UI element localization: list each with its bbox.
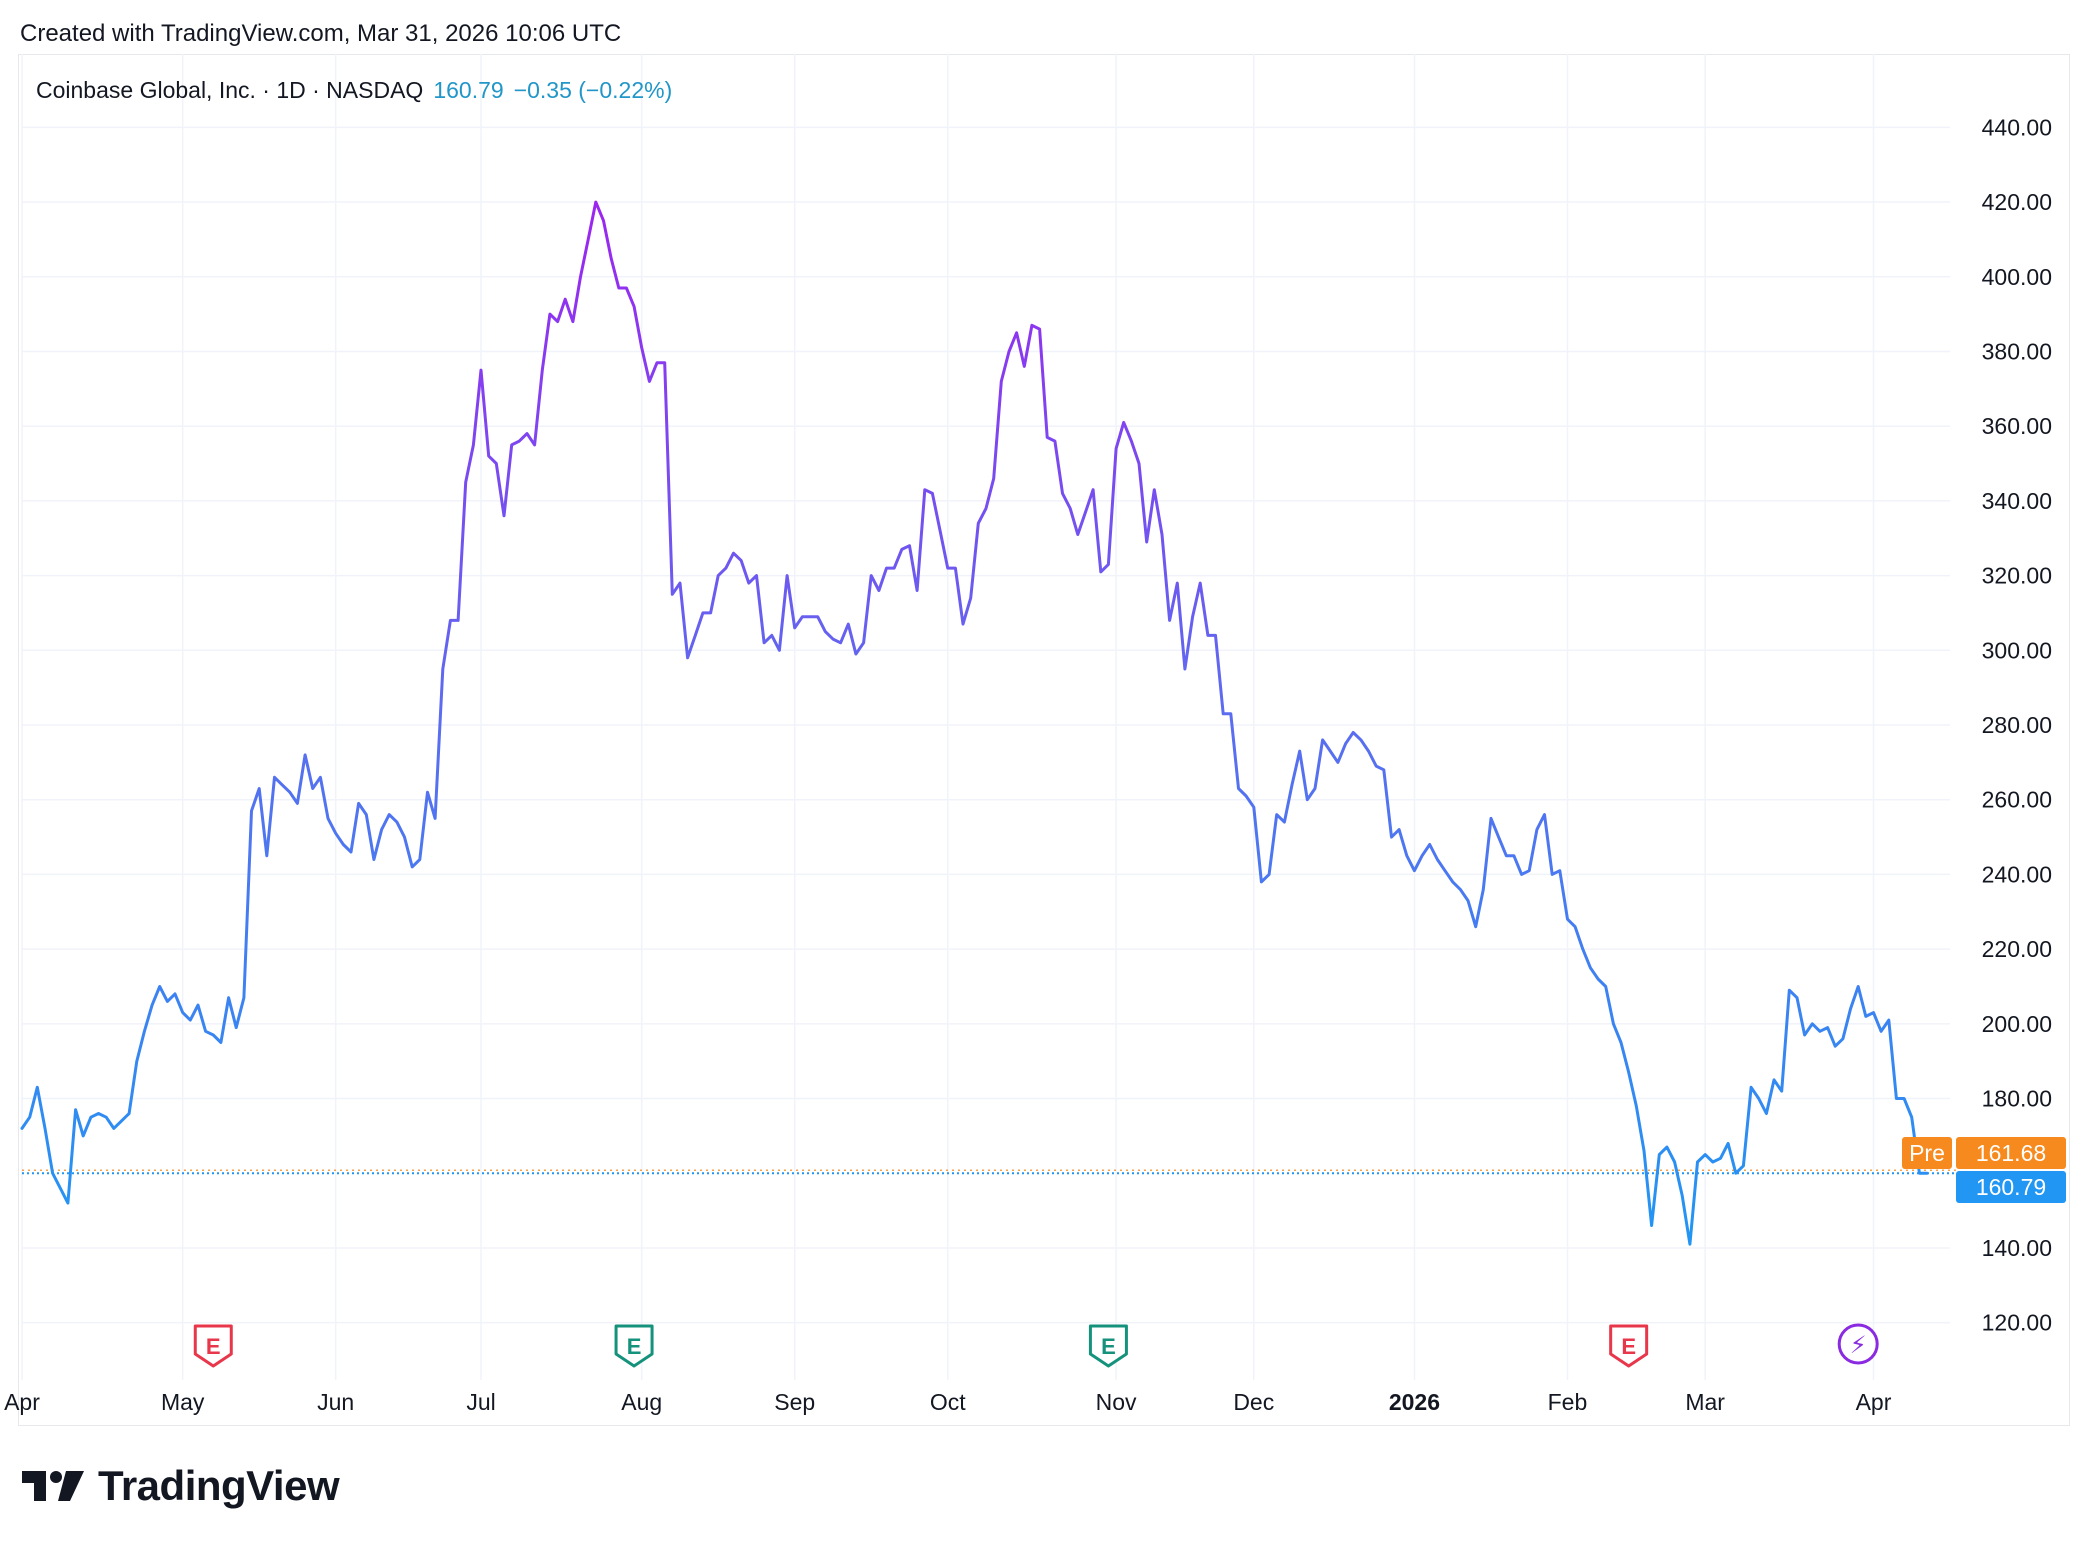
grid	[21, 54, 1950, 1380]
x-tick-label: Feb	[1548, 1389, 1588, 1415]
y-tick-label: 120.00	[1982, 1310, 2052, 1336]
earnings-marker: E	[1609, 1324, 1649, 1368]
earnings-shield	[614, 1324, 654, 1368]
x-tick-label: Nov	[1096, 1389, 1137, 1415]
y-tick-label: 440.00	[1982, 114, 2052, 140]
earnings-shield	[1609, 1324, 1649, 1368]
x-tick-label: Apr	[1856, 1389, 1892, 1415]
x-tick-label: 2026	[1389, 1389, 1440, 1415]
x-tick-label: Sep	[774, 1389, 815, 1415]
event-circle	[1837, 1323, 1879, 1365]
price-series	[20, 200, 1956, 1246]
earnings-shield	[193, 1324, 233, 1368]
earnings-markers: E E E E ⚡	[193, 1323, 1879, 1368]
x-tick-label: Dec	[1233, 1389, 1274, 1415]
y-tick-label: 400.00	[1982, 264, 2052, 290]
chart-legend: Coinbase Global, Inc. · 1D · NASDAQ 160.7…	[36, 77, 672, 104]
x-tick-label: Apr	[4, 1389, 40, 1415]
x-axis: Apr May Jun Jul Aug Sep Oct Nov Dec 2026 Feb Mar Apr	[4, 1389, 1892, 1415]
y-tick-label: 420.00	[1982, 189, 2052, 215]
symbol-title: Coinbase Global, Inc. · 1D · NASDAQ	[36, 77, 424, 103]
y-tick-label: 300.00	[1982, 637, 2052, 663]
price-line	[20, 200, 1929, 1246]
earnings-letter: E	[1101, 1334, 1116, 1359]
y-tick-label: 240.00	[1982, 861, 2052, 887]
chart-credit: Created with TradingView.com, Mar 31, 20…	[20, 20, 622, 47]
y-tick-label: 200.00	[1982, 1011, 2052, 1037]
x-tick-label: Jun	[317, 1389, 354, 1415]
y-tick-label: 260.00	[1982, 787, 2052, 813]
y-tick-label: 380.00	[1982, 338, 2052, 364]
pre-value-badge: 161.68	[1956, 1137, 2066, 1169]
earnings-letter: E	[1621, 1334, 1636, 1359]
earnings-marker: E	[1088, 1324, 1128, 1368]
earnings-letter: E	[206, 1334, 221, 1359]
x-tick-label: Aug	[621, 1389, 662, 1415]
event-glyph: ⚡	[1850, 1331, 1867, 1359]
y-tick-label: 180.00	[1982, 1086, 2052, 1112]
x-tick-label: Mar	[1685, 1389, 1725, 1415]
last-price: 160.79	[433, 77, 504, 103]
chart-frame	[18, 54, 2070, 1426]
x-tick-label: Jul	[466, 1389, 495, 1415]
earnings-marker: E	[193, 1324, 233, 1368]
event-marker-icon: ⚡	[1837, 1323, 1879, 1365]
price-change: −0.35 (−0.22%)	[513, 77, 673, 103]
y-tick-label: 280.00	[1982, 712, 2052, 738]
y-tick-label: 340.00	[1982, 488, 2052, 514]
y-axis: 440.00 420.00 400.00 380.00 360.00 340.00 320.…	[1982, 114, 2052, 1335]
earnings-letter: E	[627, 1334, 642, 1359]
earnings-marker: E	[614, 1324, 654, 1368]
y-tick-label: 320.00	[1982, 563, 2052, 589]
last-value-badge: 160.79	[1956, 1171, 2066, 1203]
x-tick-label: May	[161, 1389, 205, 1415]
y-tick-label: 140.00	[1982, 1235, 2052, 1261]
y-tick-label: 220.00	[1982, 936, 2052, 962]
pre-label-badge: Pre	[1902, 1137, 1952, 1169]
y-tick-label: 360.00	[1982, 413, 2052, 439]
x-tick-label: Oct	[930, 1389, 966, 1415]
earnings-shield	[1088, 1324, 1128, 1368]
tradingview-icon	[22, 1471, 84, 1501]
tradingview-logo[interactable]: TradingView	[22, 1462, 340, 1510]
tradingview-wordmark: TradingView	[98, 1462, 340, 1509]
